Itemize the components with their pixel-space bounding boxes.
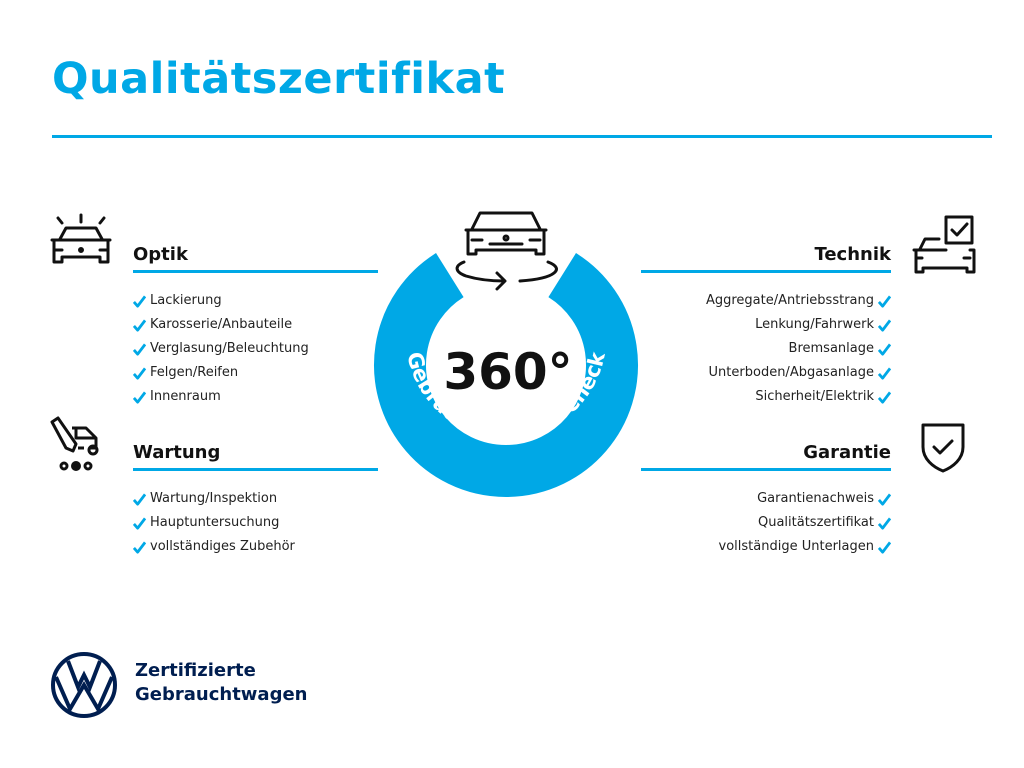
check-icon xyxy=(878,541,891,554)
vw-logo xyxy=(51,652,117,718)
check-icon xyxy=(878,517,891,530)
check-icon xyxy=(133,295,146,308)
shield-check-icon xyxy=(921,423,965,473)
section-optik: Optik Lackierung Karosserie/Anbauteile Ver… xyxy=(133,242,378,409)
checklist-item: Qualitätszertifikat xyxy=(641,511,891,535)
item-label: Felgen/Reifen xyxy=(150,365,239,380)
check-icon xyxy=(133,493,146,506)
section-title: Wartung xyxy=(133,442,221,463)
section-title: Optik xyxy=(133,244,188,265)
check-icon xyxy=(878,391,891,404)
check-icon xyxy=(133,367,146,380)
checklist-item: Wartung/Inspektion xyxy=(133,487,378,511)
checklist-item: Sicherheit/Elektrik xyxy=(641,385,891,409)
checklist-item: Felgen/Reifen xyxy=(133,361,378,385)
service-car-icon xyxy=(50,416,99,471)
checklist-item: vollständiges Zubehör xyxy=(133,535,378,559)
checklist-item: Bremsanlage xyxy=(641,337,891,361)
checklist-item: Hauptuntersuchung xyxy=(133,511,378,535)
item-label: Karosserie/Anbauteile xyxy=(150,317,293,332)
checklist-item: Lenkung/Fahrwerk xyxy=(641,313,891,337)
check-icon xyxy=(878,493,891,506)
check-icon xyxy=(133,517,146,530)
item-label: Verglasung/Beleuchtung xyxy=(150,341,309,356)
item-label: Qualitätszertifikat xyxy=(757,515,874,530)
check-icon xyxy=(878,295,891,308)
section-garantie: Garantie Garantienachweis Qualitätszertif… xyxy=(641,440,891,559)
item-label: Lenkung/Fahrwerk xyxy=(755,317,874,332)
check-icon xyxy=(878,319,891,332)
checklist-item: Lackierung xyxy=(133,289,378,313)
item-label: vollständige Unterlagen xyxy=(718,539,874,554)
section-title: Technik xyxy=(814,244,891,265)
item-label: Unterboden/Abgasanlage xyxy=(708,365,874,380)
item-label: Lackierung xyxy=(150,293,222,308)
item-label: Wartung/Inspektion xyxy=(150,491,278,506)
checklist-item: Unterboden/Abgasanlage xyxy=(641,361,891,385)
item-label: vollständiges Zubehör xyxy=(150,539,295,554)
item-label: Garantienachweis xyxy=(757,491,874,506)
section-technik: Technik Aggregate/Antriebsstrang Lenkung/… xyxy=(641,242,891,409)
item-label: Sicherheit/Elektrik xyxy=(755,389,874,404)
page-title: Qualitätszertifikat xyxy=(52,54,506,104)
car-checklist-icon xyxy=(912,215,976,274)
item-label: Hauptuntersuchung xyxy=(150,515,280,530)
item-label: Innenraum xyxy=(150,389,221,404)
rotating-car-icon xyxy=(455,211,558,291)
check-icon xyxy=(133,391,146,404)
check-icon xyxy=(878,367,891,380)
checklist-item: Garantienachweis xyxy=(641,487,891,511)
item-label: Bremsanlage xyxy=(788,341,874,356)
brand-text: Zertifizierte Gebrauchtwagen xyxy=(135,660,308,705)
divider xyxy=(52,135,992,138)
car-lights-icon xyxy=(50,213,112,264)
check-icon xyxy=(878,343,891,356)
section-title: Garantie xyxy=(803,442,891,463)
check-icon xyxy=(133,343,146,356)
checklist-item: Verglasung/Beleuchtung xyxy=(133,337,378,361)
checklist-item: Karosserie/Anbauteile xyxy=(133,313,378,337)
checklist-item: vollständige Unterlagen xyxy=(641,535,891,559)
check-icon xyxy=(133,541,146,554)
item-label: Aggregate/Antriebsstrang xyxy=(705,293,874,308)
checklist-item: Aggregate/Antriebsstrang xyxy=(641,289,891,313)
check-icon xyxy=(133,319,146,332)
360-label: 360° xyxy=(443,343,572,401)
checklist-item: Innenraum xyxy=(133,385,378,409)
section-wartung: Wartung Wartung/Inspektion Hauptuntersuch… xyxy=(133,440,378,559)
